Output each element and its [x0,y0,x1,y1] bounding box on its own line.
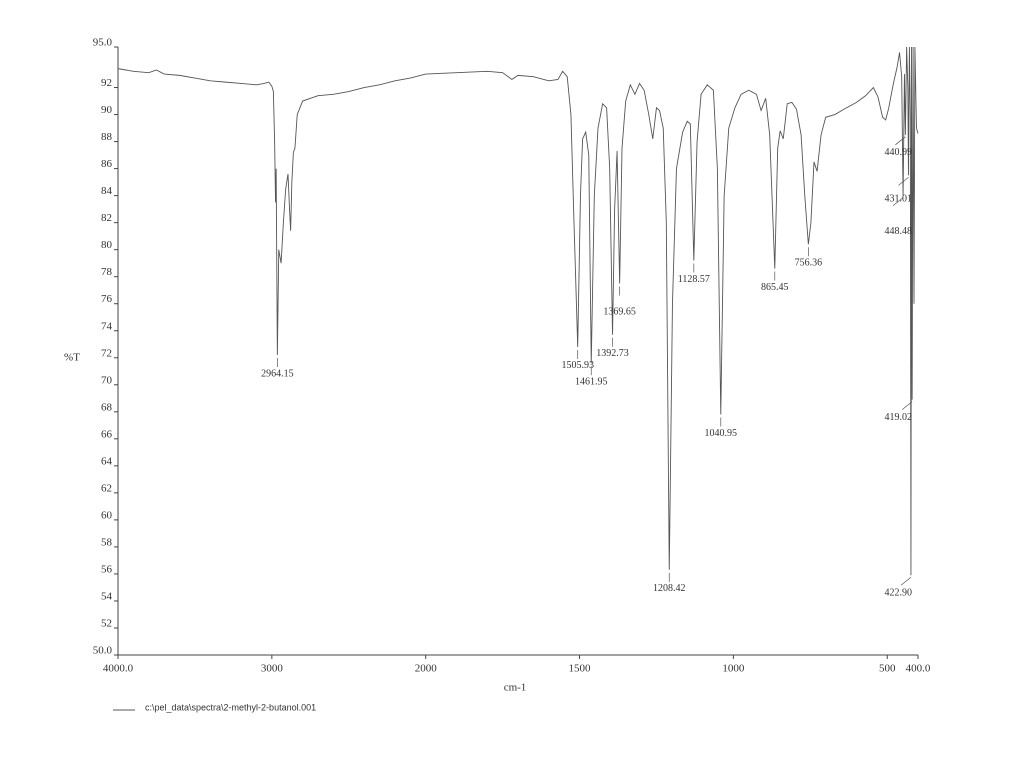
peak-leader [900,577,912,586]
x-tick-label: 2000 [415,663,438,675]
y-tick-label: 68 [101,401,113,413]
y-tick-label: 64 [101,455,113,467]
peak-leader [898,177,909,186]
y-axis-title: %T [64,352,80,364]
x-tick-label: 1500 [569,663,592,675]
peak-leader [892,197,904,206]
peak-label: 1392.73 [596,348,629,359]
peak-leader [901,401,913,410]
y-tick-label: 78 [101,266,113,278]
peak-label: 756.36 [795,258,823,269]
peak-label: 1461.95 [575,376,608,387]
x-tick-label: 4000.0 [103,663,134,675]
y-tick-label: 60 [101,509,113,521]
peak-label: 1369.65 [603,307,636,318]
peak-label: 1128.57 [678,274,710,285]
y-tick-label: 92 [101,77,112,89]
x-tick-label: 400.0 [906,663,931,675]
peak-label: 865.45 [761,282,789,293]
peak-label: 419.02 [885,412,913,423]
peak-label: 1505.93 [561,360,594,371]
y-tick-label: 62 [101,482,112,494]
y-tick-label: 56 [101,563,113,575]
peak-label: 422.90 [885,588,913,599]
peak-label: 1208.42 [653,583,686,594]
y-tick-label: 84 [101,185,113,197]
y-tick-label: 58 [101,536,113,548]
peak-label: 2964.15 [261,368,294,379]
y-tick-label: 86 [101,158,113,170]
y-tick-label: 52 [101,618,112,630]
y-tick-label: 66 [101,428,113,440]
y-tick-label: 82 [101,212,112,224]
legend-label: c:\pel_data\spectra\2-methyl-2-butanol.0… [145,702,316,712]
y-tick-label: 95.0 [93,37,113,49]
peak-label: 448.48 [885,226,913,237]
y-tick-label: 74 [101,320,113,332]
y-tick-label: 70 [101,374,113,386]
x-tick-label: 1000 [722,663,745,675]
y-tick-label: 50.0 [93,645,113,657]
peak-label: 1040.95 [705,428,738,439]
spectrum-line [117,46,919,576]
y-tick-label: 80 [101,239,113,251]
y-tick-label: 72 [101,347,112,359]
y-tick-label: 88 [101,131,113,143]
peak-label: 431.01 [885,194,913,205]
x-tick-label: 3000 [261,663,284,675]
peak-leader [895,136,906,146]
y-tick-label: 76 [101,293,113,305]
x-axis-title: cm-1 [504,682,527,694]
x-tick-label: 500 [879,663,896,675]
y-tick-label: 54 [101,590,113,602]
y-tick-label: 90 [101,104,113,116]
peak-label: 440.99 [885,147,913,158]
